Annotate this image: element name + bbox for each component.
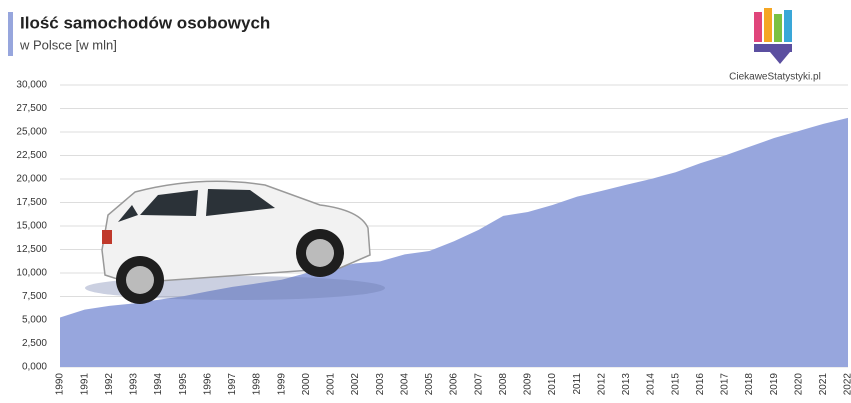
y-tick-label: 2,500 <box>22 338 47 349</box>
x-tick-label: 2021 <box>818 373 829 396</box>
x-tick-label: 2004 <box>399 373 410 396</box>
x-tick-label: 2009 <box>523 373 534 396</box>
x-tick-label: 1990 <box>55 373 66 396</box>
x-tick-label: 2018 <box>744 373 755 396</box>
x-tick-label: 2014 <box>646 373 657 396</box>
x-tick-label: 1994 <box>153 373 164 396</box>
x-tick-label: 2000 <box>301 373 312 396</box>
x-tick-label: 1993 <box>129 373 140 396</box>
source-label: CiekaweStatystyki.pl <box>729 72 821 83</box>
y-tick-label: 17,500 <box>16 197 47 208</box>
y-tick-label: 0,000 <box>22 362 47 373</box>
car-illustration <box>85 180 385 304</box>
x-tick-label: 2002 <box>350 373 361 396</box>
x-tick-label: 1992 <box>104 373 115 396</box>
y-tick-label: 5,000 <box>22 315 47 326</box>
y-tick-label: 22,500 <box>16 150 47 161</box>
y-tick-label: 20,000 <box>16 174 47 185</box>
x-tick-label: 2016 <box>695 373 706 396</box>
x-tick-label: 2003 <box>375 373 386 396</box>
x-tick-label: 2006 <box>449 373 460 396</box>
x-tick-label: 1998 <box>252 373 263 396</box>
title-accent <box>8 12 13 56</box>
chart-title: Ilość samochodów osobowych <box>20 13 270 32</box>
logo <box>754 8 792 64</box>
x-tick-label: 1999 <box>276 373 287 396</box>
x-tick-label: 2022 <box>843 373 851 396</box>
x-tick-label: 2012 <box>596 373 607 396</box>
x-tick-label: 1991 <box>79 373 90 396</box>
x-tick-label: 2005 <box>424 373 435 396</box>
x-tick-label: 2008 <box>498 373 509 396</box>
x-tick-label: 2013 <box>621 373 632 396</box>
y-tick-label: 10,000 <box>16 268 47 279</box>
x-tick-label: 2019 <box>769 373 780 396</box>
y-tick-label: 12,500 <box>16 244 47 255</box>
x-tick-label: 2015 <box>670 373 681 396</box>
y-tick-label: 25,000 <box>16 127 47 138</box>
x-tick-label: 1995 <box>178 373 189 396</box>
y-tick-label: 30,000 <box>16 80 47 91</box>
x-tick-label: 1997 <box>227 373 238 396</box>
x-tick-label: 1996 <box>202 373 213 396</box>
x-tick-label: 2017 <box>720 373 731 396</box>
y-tick-label: 7,500 <box>22 291 47 302</box>
chart-subtitle: w Polsce [w mln] <box>19 37 117 52</box>
x-tick-label: 2010 <box>547 373 558 396</box>
x-tick-label: 2020 <box>793 373 804 396</box>
x-tick-label: 2011 <box>572 373 583 395</box>
area <box>60 117 848 368</box>
x-tick-label: 2007 <box>473 373 484 396</box>
y-tick-label: 15,000 <box>16 221 47 232</box>
x-tick-label: 2001 <box>326 373 337 396</box>
y-tick-label: 27,500 <box>16 103 47 114</box>
